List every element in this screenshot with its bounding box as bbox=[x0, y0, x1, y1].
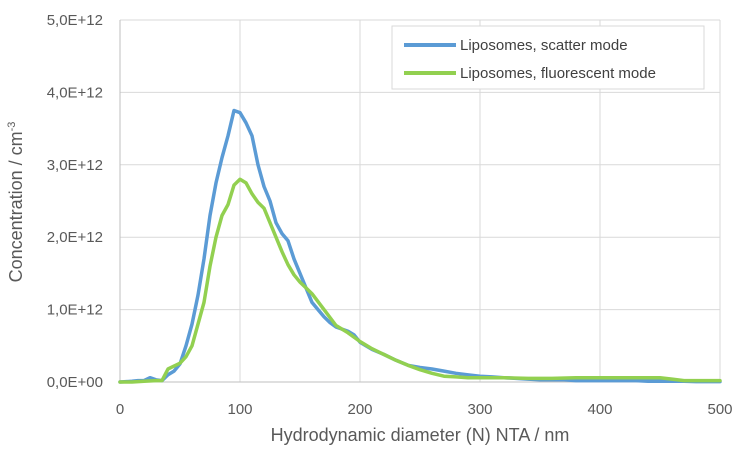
x-axis-title: Hydrodynamic diameter (N) NTA / nm bbox=[271, 425, 570, 445]
legend-box bbox=[391, 25, 705, 90]
x-tick-label: 500 bbox=[707, 401, 732, 418]
y-tick-label: 5,0E+12 bbox=[47, 12, 103, 29]
series-lines bbox=[118, 108, 722, 384]
tick-labels: 0,0E+00 1,0E+12 2,0E+12 3,0E+12 4,0E+12 5,0E+… bbox=[47, 12, 733, 418]
y-axis-title: Concentration / cm-3 bbox=[6, 122, 26, 283]
x-tick-label: 200 bbox=[347, 401, 372, 418]
y-tick-label: 4,0E+12 bbox=[47, 84, 103, 101]
series-line-fluorescent bbox=[118, 177, 722, 384]
y-tick-label: 2,0E+12 bbox=[47, 229, 103, 246]
y-tick-label: 3,0E+12 bbox=[47, 157, 103, 174]
x-tick-label: 300 bbox=[467, 401, 492, 418]
y-axis-title-superscript: -3 bbox=[6, 122, 18, 132]
legend-label-scatter: Liposomes, scatter mode bbox=[460, 37, 628, 54]
y-axis-title-text: Concentration / cm bbox=[6, 131, 26, 282]
x-tick-label: 400 bbox=[587, 401, 612, 418]
legend-label-fluorescent: Liposomes, fluorescent mode bbox=[460, 65, 656, 82]
y-tick-label: 1,0E+12 bbox=[47, 302, 103, 319]
y-tick-label: 0,0E+00 bbox=[47, 374, 103, 391]
legend: Liposomes, scatter mode Liposomes, fluor… bbox=[391, 25, 705, 90]
x-tick-label: 100 bbox=[227, 401, 252, 418]
series-line-scatter bbox=[118, 108, 722, 384]
x-tick-label: 0 bbox=[116, 401, 124, 418]
